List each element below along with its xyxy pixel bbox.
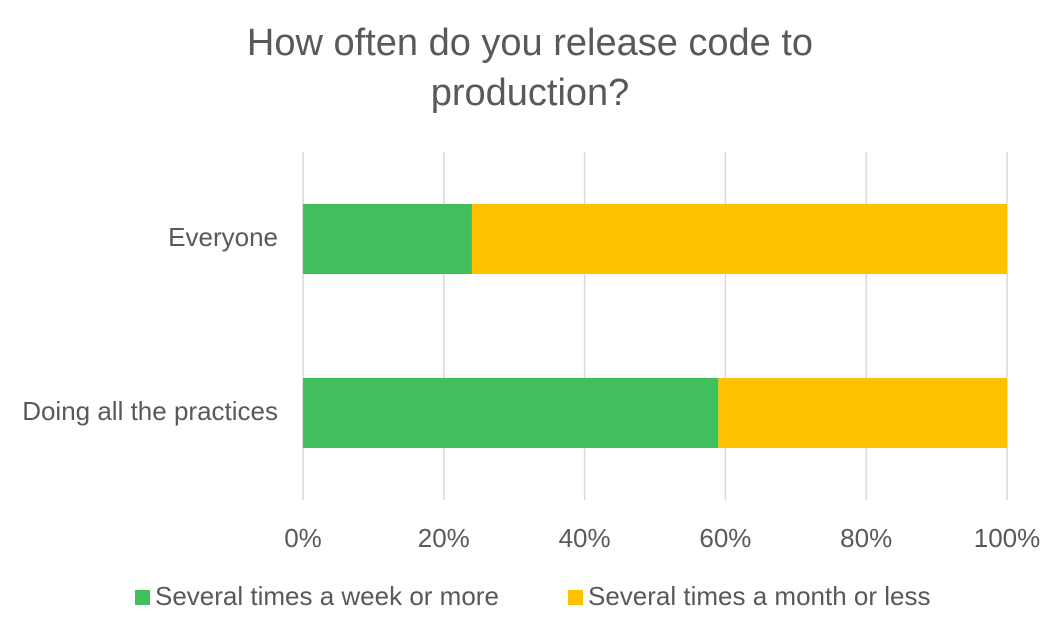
bar <box>471 204 1008 274</box>
x-tick-label: 100% <box>974 523 1041 553</box>
x-tick-label: 80% <box>840 523 892 553</box>
x-tick-label: 60% <box>699 523 751 553</box>
legend-label: Several times a month or less <box>588 581 930 611</box>
legend-label: Several times a week or more <box>155 581 499 611</box>
y-tick-label: Doing all the practices <box>22 396 278 426</box>
legend-swatch <box>135 590 150 605</box>
legend-swatch <box>568 590 583 605</box>
x-tick-label: 40% <box>559 523 611 553</box>
bar <box>303 378 719 448</box>
bar <box>303 204 472 274</box>
x-tick-label: 20% <box>418 523 470 553</box>
bar <box>718 378 1007 448</box>
y-tick-label: Everyone <box>168 222 278 252</box>
x-tick-label: 0% <box>284 523 322 553</box>
chart-title: How often do you release code to product… <box>246 22 814 114</box>
